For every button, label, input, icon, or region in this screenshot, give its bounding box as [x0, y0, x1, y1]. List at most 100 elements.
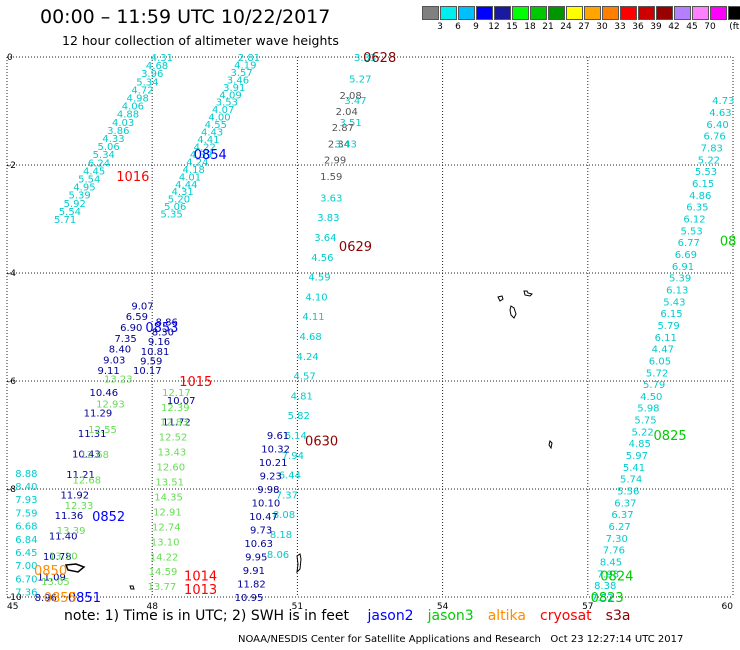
wave-height-value: 4.06 — [122, 102, 144, 113]
pass-time-label: 1015 — [179, 375, 212, 390]
pass-time-label: 0629 — [339, 240, 372, 255]
island-shape — [523, 290, 533, 297]
wave-height-value: 10.32 — [261, 445, 290, 456]
wave-height-value: 6.13 — [666, 285, 688, 296]
islands — [64, 290, 553, 590]
legend-label: 39 — [650, 22, 662, 32]
legend-label: 9 — [473, 22, 479, 32]
wave-height-value: 4.45 — [83, 166, 105, 177]
wave-height-value: 5.43 — [663, 297, 685, 308]
wave-height-value: 7.37 — [276, 490, 298, 501]
wave-height-value: 11.72 — [162, 418, 191, 429]
wave-height-value: 7.35 — [114, 334, 136, 345]
wave-height-value: 7.59 — [15, 508, 37, 519]
legend-label: 33 — [614, 22, 626, 32]
wave-height-value: 4.43 — [201, 128, 223, 139]
wave-height-value: 9.23 — [260, 472, 282, 483]
wave-height-value: 13.10 — [151, 537, 180, 548]
track-s3a-mid-left: 9.076.596.907.358.409.039.11 — [98, 301, 154, 377]
wave-height-value: 6.84 — [15, 535, 37, 546]
wave-height-value: 12.83 — [160, 418, 189, 429]
legend-swatch — [656, 6, 673, 20]
wave-height-value: 12.55 — [88, 425, 117, 436]
wave-height-value: 10.81 — [141, 347, 170, 358]
wave-height-value: 4.47 — [652, 345, 674, 356]
wave-height-value: 8.45 — [600, 558, 622, 569]
wave-height-value: 5.54 — [59, 207, 81, 218]
wave-height-value: 4.31 — [151, 53, 173, 64]
wave-height-value: 4.95 — [73, 183, 95, 194]
wave-height-value: 12.74 — [152, 522, 181, 533]
wave-height-value: 9.07 — [131, 301, 153, 312]
wave-height-value: 4.81 — [291, 391, 313, 402]
wave-height-value: 4.22 — [194, 142, 216, 153]
wave-height-value: 8.96 — [35, 593, 57, 604]
legend-swatch — [584, 6, 601, 20]
legend-label: 24 — [560, 22, 572, 32]
track-s3a-left-lower-green: 13.23 12.93 12.55 12.68 12.68 12.33 13.39 13.20… — [41, 374, 133, 588]
legend-swatch — [638, 6, 655, 20]
wave-height-value: 6.27 — [608, 522, 630, 533]
legend-swatch — [602, 6, 619, 20]
wave-height-value: 3.33 — [354, 53, 376, 64]
wave-height-value: 11.36 — [55, 511, 84, 522]
wave-height-value: 12.91 — [153, 507, 182, 518]
wave-height-value: 4.50 — [640, 392, 662, 403]
credit-text: NOAA/NESDIS Center for Satellite Applica… — [238, 634, 541, 645]
track-east-track-cyan: 4.734.636.406.767.835.225.536.154.866.35… — [591, 96, 734, 604]
pass-time-label: 0628 — [363, 51, 396, 66]
island-shape — [129, 585, 135, 590]
y-tick-label: -6 — [7, 377, 16, 387]
island-shape — [296, 553, 302, 574]
wave-height-value: 5.82 — [288, 411, 310, 422]
wave-height-value: 5.54 — [78, 175, 100, 186]
wave-height-value: 4.68 — [299, 332, 321, 343]
island-shape — [64, 563, 86, 573]
wave-height-value: 11.29 — [84, 408, 113, 419]
wave-height-value: 7.93 — [15, 495, 37, 506]
wave-height-value: 5.53 — [680, 226, 702, 237]
satellite-key: jason2 jason3 altika cryosat s3a — [353, 608, 630, 624]
map-axis-ticks: 45 48 51 54 57 60 0 -2 -4 -6 -8 -10 — [7, 53, 733, 612]
wave-height-value: 13.51 — [155, 478, 184, 489]
altimeter-tracks: 4.314.683.965.344.724.984.064.884.033.86… — [15, 53, 734, 604]
pass-time-label: 0852 — [92, 510, 125, 525]
wave-height-value: 3.51 — [340, 118, 362, 129]
wave-height-value: 8.30 — [152, 327, 174, 338]
wave-height-value: 8.40 — [15, 482, 37, 493]
wave-height-value: 7.36 — [15, 588, 37, 599]
wave-height-value: 6.91 — [672, 262, 694, 273]
wave-height-value: 8.40 — [109, 345, 131, 356]
wave-height-value: 12.68 — [80, 450, 109, 461]
wave-height-value: 6.15 — [660, 309, 682, 320]
wave-height-value: 5.34 — [93, 150, 115, 161]
wave-height-value: 4.68 — [146, 61, 168, 72]
pass-time-label: 08 — [720, 235, 737, 250]
wave-height-value: 3.91 — [223, 83, 245, 94]
wave-height-value: 11.82 — [237, 580, 266, 591]
wave-height-value: 7.83 — [701, 144, 723, 155]
legend-label: 70 — [704, 22, 716, 32]
wave-height-value: 5.98 — [637, 404, 659, 415]
track-s3a-upper-left: 4.314.683.965.344.724.984.064.884.033.86… — [54, 53, 173, 226]
wave-height-value: 8.08 — [273, 510, 295, 521]
wave-height-value: 10.43 — [72, 449, 101, 460]
track-jason-track-navy: 9.61 10.32 10.21 9.23 9.98 10.10 10.47 9.73 10.6… — [235, 431, 290, 604]
wave-height-value: 6.14 — [285, 431, 307, 442]
footer-credit: NOAA/NESDIS Center for Satellite Applica… — [238, 634, 683, 645]
island-shape — [509, 305, 517, 319]
satellite-s3a: s3a — [605, 608, 631, 624]
pass-time-label: 0823 — [591, 591, 624, 606]
wave-height-value: 3.53 — [216, 98, 238, 109]
x-tick-label: 48 — [146, 602, 158, 612]
island-shape — [497, 295, 504, 302]
wave-height-value: 3.57 — [230, 68, 252, 79]
legend-swatch — [494, 6, 511, 20]
track-s3a-left-lower-navy: 10.46 11.29 11.31 10.43 11.21 11.92 11.36 11.40… — [35, 388, 119, 604]
pass-time-label: 1014 — [184, 569, 217, 584]
wave-height-value: 10.21 — [259, 458, 288, 469]
wave-height-value: 7.00 — [15, 561, 37, 572]
